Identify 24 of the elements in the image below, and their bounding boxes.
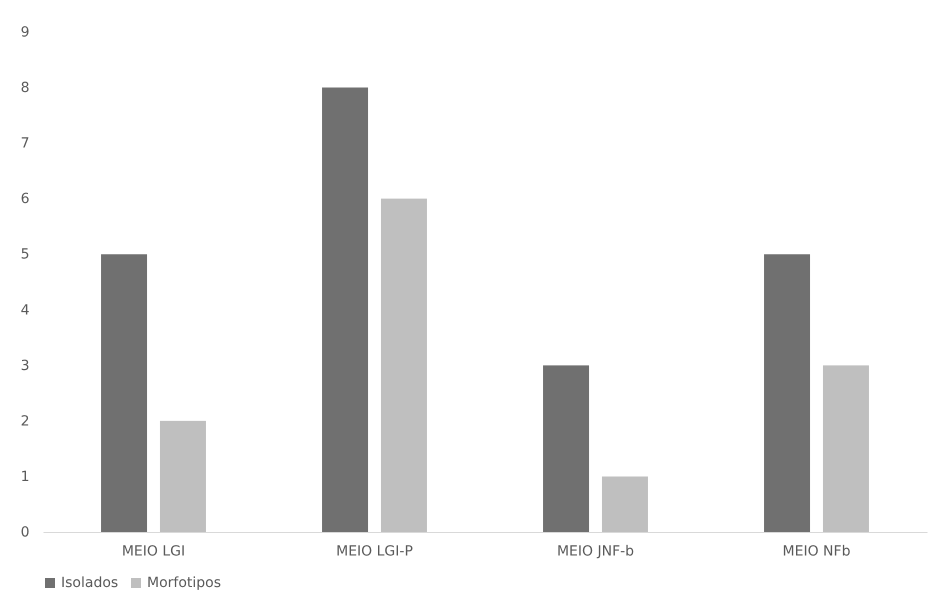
bar [101, 254, 148, 532]
legend-label: Isolados [61, 575, 118, 591]
x-tick-label: MEIO NFb [782, 544, 851, 560]
y-tick-label: 3 [20, 358, 30, 374]
y-tick-label: 7 [20, 136, 30, 152]
bar [380, 198, 427, 532]
y-tick-label: 5 [20, 246, 30, 263]
x-tick-label: MEIO JNF-b [556, 544, 634, 560]
bar [160, 420, 206, 532]
y-tick-label: 6 [20, 191, 30, 208]
bar [822, 365, 869, 532]
x-tick-label: MEIO LGI-P [336, 544, 413, 560]
bar [602, 476, 648, 532]
y-tick-label: 1 [20, 468, 30, 485]
bar [543, 365, 590, 532]
y-tick-label: 4 [20, 302, 30, 318]
y-tick-label: 8 [20, 80, 30, 96]
legend-label: Morfotipos [147, 575, 222, 591]
bar [322, 88, 368, 532]
y-tick-label: 0 [20, 524, 30, 540]
bar [764, 254, 810, 532]
y-tick-label: 2 [20, 413, 30, 430]
y-tick-label: 9 [20, 24, 30, 40]
x-tick-label: MEIO LGI [122, 544, 186, 560]
